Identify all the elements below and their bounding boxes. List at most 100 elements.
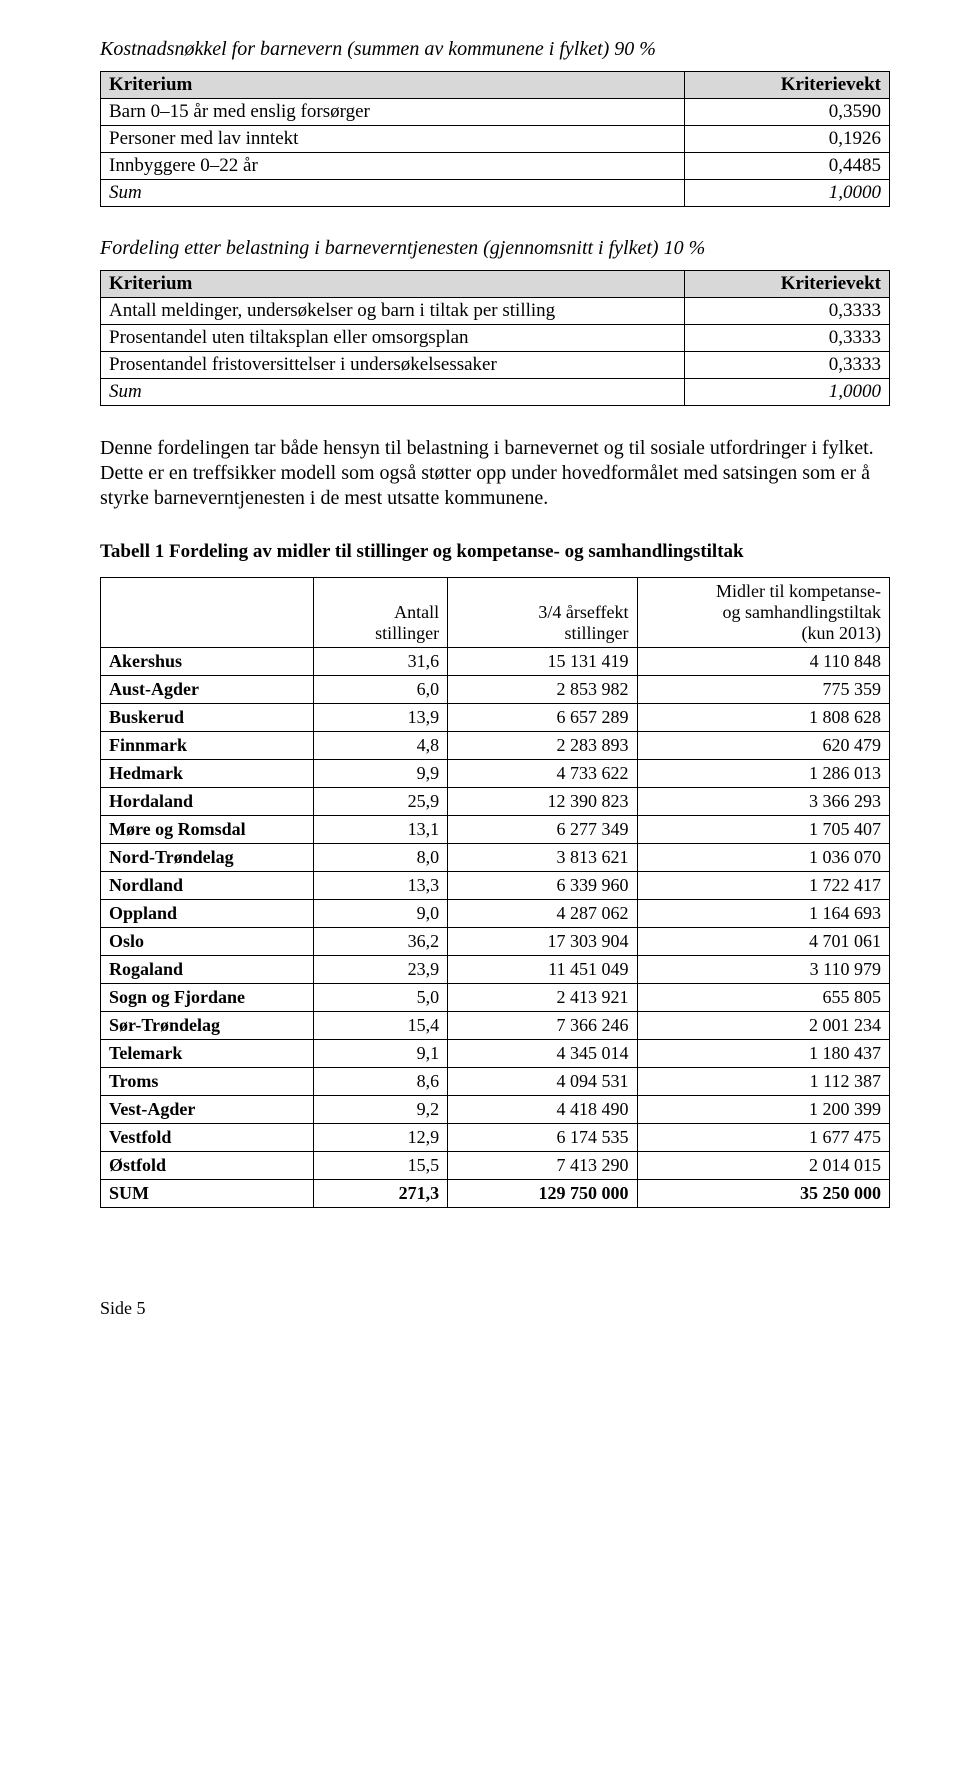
big-sum-name: SUM [101, 1180, 314, 1208]
big-th-antall: Antallstillinger [314, 578, 448, 648]
table1-row-label: Personer med lav inntekt [101, 126, 685, 153]
big-row-b: 6 657 289 [448, 704, 637, 732]
big-row-c: 1 286 013 [637, 760, 890, 788]
big-row-name: Troms [101, 1068, 314, 1096]
big-th-empty [101, 578, 314, 648]
big-row-name: Buskerud [101, 704, 314, 732]
big-th-arseffekt-text: 3/4 årseffektstillinger [456, 602, 628, 644]
big-row-a: 9,2 [314, 1096, 448, 1124]
big-row-a: 9,9 [314, 760, 448, 788]
tabell1-heading: Tabell 1 Fordeling av midler til stillin… [100, 541, 890, 563]
big-row-a: 6,0 [314, 676, 448, 704]
big-row-b: 4 733 622 [448, 760, 637, 788]
big-row-b: 12 390 823 [448, 788, 637, 816]
big-row-a: 13,9 [314, 704, 448, 732]
table-kriterium-2: Kriterium Kriterievekt Antall meldinger,… [100, 270, 890, 406]
big-row-a: 12,9 [314, 1124, 448, 1152]
big-row-b: 17 303 904 [448, 928, 637, 956]
table2-row-label: Prosentandel fristoversittelser i unders… [101, 352, 685, 379]
big-row-name: Sør-Trøndelag [101, 1012, 314, 1040]
big-row-c: 1 112 387 [637, 1068, 890, 1096]
big-row-c: 1 705 407 [637, 816, 890, 844]
big-row-b: 2 283 893 [448, 732, 637, 760]
big-row-a: 13,3 [314, 872, 448, 900]
big-row-a: 9,1 [314, 1040, 448, 1068]
big-row-b: 11 451 049 [448, 956, 637, 984]
big-row-b: 4 418 490 [448, 1096, 637, 1124]
big-row-b: 6 174 535 [448, 1124, 637, 1152]
big-row-name: Aust-Agder [101, 676, 314, 704]
big-row-name: Hordaland [101, 788, 314, 816]
big-row-a: 31,6 [314, 648, 448, 676]
big-row-a: 15,5 [314, 1152, 448, 1180]
table1-header-left: Kriterium [101, 72, 685, 99]
table1-row-value: 0,1926 [684, 126, 889, 153]
section2-title: Fordeling etter belastning i barneverntj… [100, 237, 890, 260]
big-row-name: Sogn og Fjordane [101, 984, 314, 1012]
table2-header-left: Kriterium [101, 271, 685, 298]
big-row-name: Hedmark [101, 760, 314, 788]
big-row-a: 36,2 [314, 928, 448, 956]
page-footer: Side 5 [100, 1298, 890, 1319]
big-row-a: 13,1 [314, 816, 448, 844]
big-row-a: 8,0 [314, 844, 448, 872]
big-row-c: 620 479 [637, 732, 890, 760]
table1-sum-value: 1,0000 [684, 180, 889, 207]
big-row-name: Oslo [101, 928, 314, 956]
table2-header-right: Kriterievekt [684, 271, 889, 298]
table2-sum-label: Sum [101, 379, 685, 406]
big-row-c: 1 036 070 [637, 844, 890, 872]
big-row-name: Telemark [101, 1040, 314, 1068]
table2-row-value: 0,3333 [684, 325, 889, 352]
big-th-arseffekt: 3/4 årseffektstillinger [448, 578, 637, 648]
big-row-c: 1 164 693 [637, 900, 890, 928]
big-sum-c: 35 250 000 [637, 1180, 890, 1208]
table1-sum-label: Sum [101, 180, 685, 207]
big-row-c: 1 722 417 [637, 872, 890, 900]
big-row-b: 7 413 290 [448, 1152, 637, 1180]
big-row-b: 7 366 246 [448, 1012, 637, 1040]
big-row-b: 2 413 921 [448, 984, 637, 1012]
big-row-name: Østfold [101, 1152, 314, 1180]
big-row-b: 15 131 419 [448, 648, 637, 676]
big-row-c: 2 014 015 [637, 1152, 890, 1180]
big-row-a: 4,8 [314, 732, 448, 760]
table2-row-label: Prosentandel uten tiltaksplan eller omso… [101, 325, 685, 352]
table-kriterium-1: Kriterium Kriterievekt Barn 0–15 år med … [100, 71, 890, 207]
table1-row-label: Barn 0–15 år med enslig forsørger [101, 99, 685, 126]
big-row-name: Vestfold [101, 1124, 314, 1152]
section1-title: Kostnadsnøkkel for barnevern (summen av … [100, 38, 890, 61]
big-row-c: 3 366 293 [637, 788, 890, 816]
big-row-b: 3 813 621 [448, 844, 637, 872]
big-row-name: Vest-Agder [101, 1096, 314, 1124]
big-row-c: 775 359 [637, 676, 890, 704]
big-row-c: 1 200 399 [637, 1096, 890, 1124]
page: Kostnadsnøkkel for barnevern (summen av … [0, 0, 960, 1359]
big-row-c: 655 805 [637, 984, 890, 1012]
table1-header-right: Kriterievekt [684, 72, 889, 99]
big-row-a: 5,0 [314, 984, 448, 1012]
table1-row-label: Innbyggere 0–22 år [101, 153, 685, 180]
big-row-a: 8,6 [314, 1068, 448, 1096]
big-row-c: 1 677 475 [637, 1124, 890, 1152]
big-row-c: 3 110 979 [637, 956, 890, 984]
big-row-name: Nord-Trøndelag [101, 844, 314, 872]
big-row-name: Rogaland [101, 956, 314, 984]
table1-row-value: 0,3590 [684, 99, 889, 126]
big-row-name: Møre og Romsdal [101, 816, 314, 844]
big-row-name: Oppland [101, 900, 314, 928]
big-row-c: 1 808 628 [637, 704, 890, 732]
body-paragraph: Denne fordelingen tar både hensyn til be… [100, 436, 890, 511]
big-sum-a: 271,3 [314, 1180, 448, 1208]
big-row-b: 4 094 531 [448, 1068, 637, 1096]
big-row-a: 25,9 [314, 788, 448, 816]
big-row-c: 4 701 061 [637, 928, 890, 956]
big-row-name: Nordland [101, 872, 314, 900]
table2-row-label: Antall meldinger, undersøkelser og barn … [101, 298, 685, 325]
big-row-b: 4 345 014 [448, 1040, 637, 1068]
big-row-b: 2 853 982 [448, 676, 637, 704]
big-sum-b: 129 750 000 [448, 1180, 637, 1208]
table2-sum-value: 1,0000 [684, 379, 889, 406]
big-row-a: 9,0 [314, 900, 448, 928]
big-th-antall-text: Antallstillinger [322, 602, 439, 644]
